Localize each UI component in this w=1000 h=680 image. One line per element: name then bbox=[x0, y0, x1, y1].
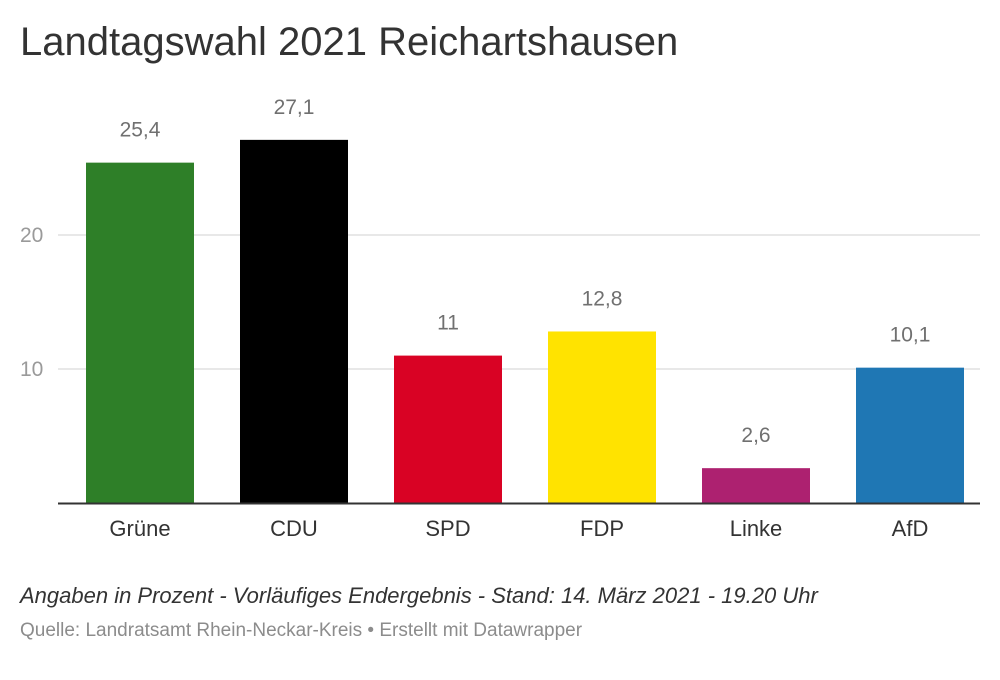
chart-title: Landtagswahl 2021 Reichartshausen bbox=[20, 20, 679, 64]
labels: 25,4 Grüne 27,1 CDU 11 SPD 12,8 FDP 2,6 Linke 10,1… bbox=[109, 96, 930, 541]
data-label: 25,4 bbox=[120, 119, 161, 142]
x-tick-label: FDP bbox=[580, 516, 624, 541]
data-label: 2,6 bbox=[741, 424, 770, 447]
bar bbox=[86, 162, 194, 503]
bars bbox=[86, 139, 964, 504]
gridlines: 10 20 bbox=[20, 224, 980, 381]
x-tick-label: AfD bbox=[892, 516, 929, 541]
data-label: 10,1 bbox=[890, 324, 931, 347]
data-label: 11 bbox=[437, 312, 459, 335]
data-label: 12,8 bbox=[582, 287, 623, 310]
bar bbox=[856, 367, 964, 503]
y-tick-label: 10 bbox=[20, 358, 43, 381]
y-tick-label: 20 bbox=[20, 224, 43, 247]
x-tick-label: CDU bbox=[270, 516, 318, 541]
chart-source: Quelle: Landratsamt Rhein-Neckar-Kreis •… bbox=[20, 620, 583, 641]
bar-chart: 10 20 25,4 Grüne 27,1 CDU 11 SPD 12,8 FDP 2,6 Link… bbox=[20, 96, 980, 541]
bar bbox=[702, 468, 810, 503]
bar bbox=[240, 139, 348, 504]
bar bbox=[548, 331, 656, 503]
x-tick-label: Grüne bbox=[109, 516, 170, 541]
x-tick-label: SPD bbox=[425, 516, 470, 541]
x-tick-label: Linke bbox=[730, 516, 783, 541]
bar bbox=[394, 355, 502, 503]
chart-note: Angaben in Prozent - Vorläufiges Enderge… bbox=[20, 583, 818, 608]
data-label: 27,1 bbox=[274, 96, 315, 119]
